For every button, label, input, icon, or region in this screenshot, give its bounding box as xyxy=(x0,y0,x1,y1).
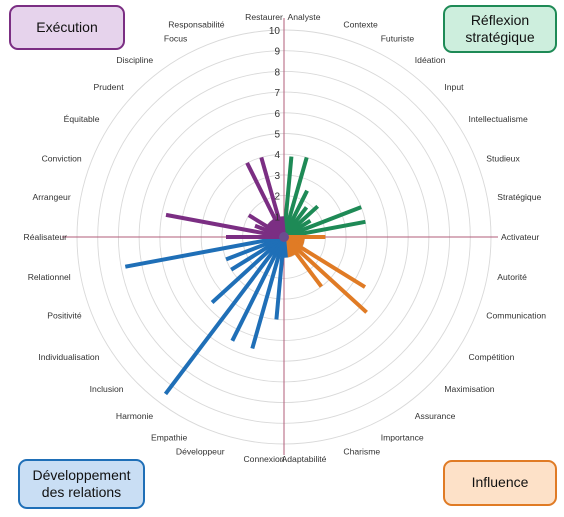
radial-tick-label: 9 xyxy=(274,47,280,58)
radar-series xyxy=(124,156,368,396)
spoke-maximisation xyxy=(282,235,368,314)
spoke-harmonie xyxy=(163,235,286,396)
spoke-analyste xyxy=(282,156,294,238)
spoke-focus xyxy=(245,162,286,238)
quadrant-relations-box: Développement des relations xyxy=(18,459,145,509)
category-label: Réalisateur xyxy=(24,232,68,242)
category-label: Inclusion xyxy=(90,384,124,394)
spoke-contexte xyxy=(282,156,309,238)
category-label: Contexte xyxy=(343,19,378,29)
category-label: Charisme xyxy=(343,447,380,457)
category-label: Harmonie xyxy=(116,411,153,421)
quadrant-execution-label: Exécution xyxy=(36,18,98,35)
spoke-inclusion xyxy=(210,235,286,304)
spoke-connexion xyxy=(274,236,286,320)
category-label: Activateur xyxy=(501,232,539,242)
category-label: Maximisation xyxy=(444,384,494,394)
category-label: Compétition xyxy=(469,352,515,362)
category-label: Focus xyxy=(164,34,187,44)
radial-tick-label: 4 xyxy=(274,150,280,161)
radial-tick-label: 1 xyxy=(274,212,280,223)
spoke-empathie xyxy=(230,236,286,342)
radial-tick-labels: 1 2 3 4 5 6 7 8 9 10 xyxy=(269,26,281,223)
category-label: Studieux xyxy=(486,154,520,164)
radial-tick-label: 6 xyxy=(274,109,280,120)
spoke-arrangeur xyxy=(165,212,285,239)
spoke-studieux xyxy=(283,205,362,239)
quadrant-reflexion-box: Réflexion stratégique xyxy=(443,5,557,53)
center-hub xyxy=(279,232,289,242)
category-label: Responsabilité xyxy=(168,19,225,29)
spoke-responsabilité xyxy=(259,156,286,238)
category-label: Prudent xyxy=(93,82,124,92)
category-label: Discipline xyxy=(116,55,153,65)
quadrant-influence-box: Influence xyxy=(443,460,557,506)
quadrant-execution-box: Exécution xyxy=(9,5,125,50)
category-label: Restaurer xyxy=(245,12,283,22)
radial-tick-label: 10 xyxy=(269,26,281,37)
category-label: Équitable xyxy=(64,114,100,124)
radial-tick-label: 7 xyxy=(274,88,280,99)
category-label: Adaptabilité xyxy=(282,454,327,464)
category-label: Arrangeur xyxy=(32,192,70,202)
category-label: Positivité xyxy=(47,310,82,320)
quadrant-reflexion-label: Réflexion stratégique xyxy=(465,11,535,46)
category-label: Futuriste xyxy=(381,34,415,44)
quadrant-relations-label: Développement des relations xyxy=(32,466,131,501)
spoke-développeur xyxy=(250,236,286,350)
category-label: Communication xyxy=(486,310,546,320)
category-label: Assurance xyxy=(415,411,456,421)
category-label: Individualisation xyxy=(38,352,99,362)
radial-tick-label: 8 xyxy=(274,67,280,78)
quadrant-influence-label: Influence xyxy=(471,474,529,491)
category-label: Autorité xyxy=(497,272,527,282)
spoke-stratégique xyxy=(283,219,366,239)
spoke-relationnel xyxy=(124,235,285,269)
radial-tick-label: 5 xyxy=(274,130,280,141)
category-label: Input xyxy=(444,82,464,92)
category-label: Analyste xyxy=(288,12,321,22)
radial-tick-label: 2 xyxy=(274,192,280,203)
spoke-compétition xyxy=(282,235,367,289)
radial-tick-label: 3 xyxy=(274,171,280,182)
category-label: Stratégique xyxy=(497,192,541,202)
category-label: Intellectualisme xyxy=(469,114,528,124)
category-label: Empathie xyxy=(151,432,188,442)
category-label: Importance xyxy=(381,432,424,442)
category-label: Conviction xyxy=(42,154,82,164)
category-label: Relationnel xyxy=(28,272,71,282)
category-label: Idéation xyxy=(415,55,446,65)
category-label: Connexion xyxy=(243,454,284,464)
category-label: Développeur xyxy=(176,447,225,457)
